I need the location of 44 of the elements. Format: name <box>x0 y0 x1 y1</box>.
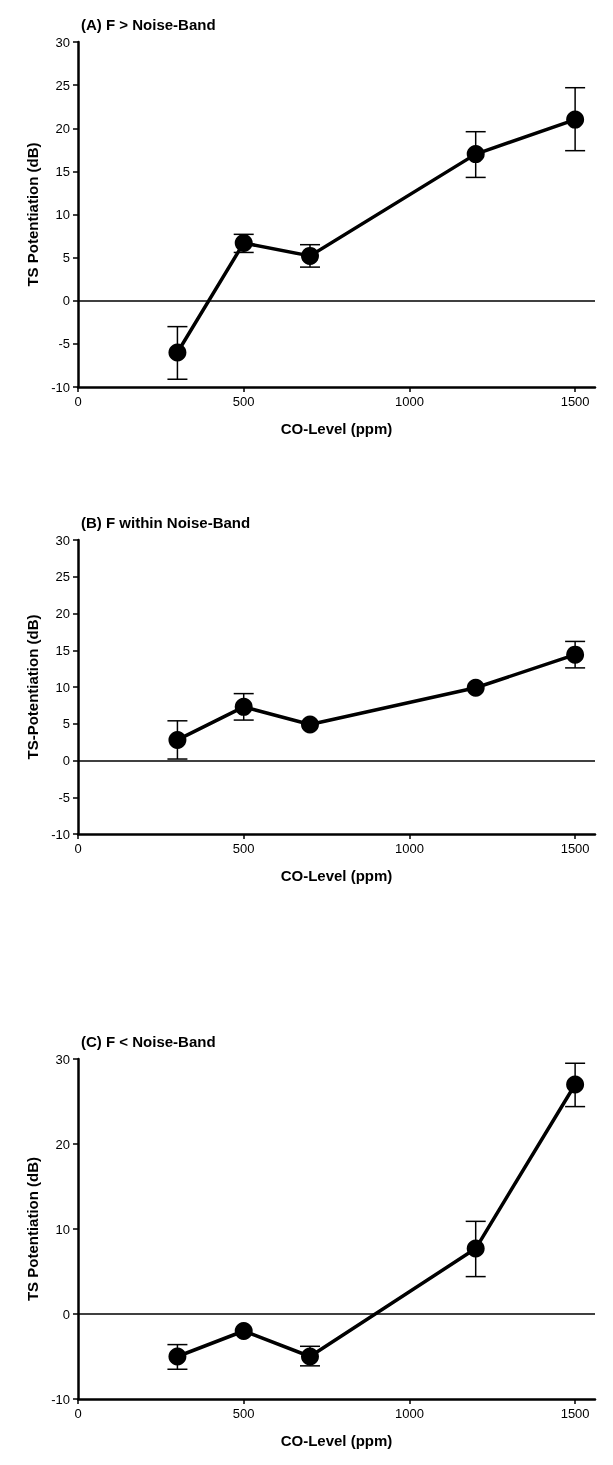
x-tick-label: 1500 <box>560 394 590 409</box>
y-tick-label: 10 <box>55 1221 70 1237</box>
x-tick-label: 0 <box>74 1406 82 1421</box>
y-tick-label: -10 <box>51 1391 70 1407</box>
x-tick-label: 1500 <box>560 1406 590 1421</box>
x-tick-label: 1000 <box>394 841 424 856</box>
x-tick-label: 0 <box>74 841 82 856</box>
y-tick-label: 25 <box>55 569 70 585</box>
y-tick-label: 10 <box>55 207 70 222</box>
y-tick-label: 30 <box>55 34 70 50</box>
y-tick-label: 25 <box>55 77 70 93</box>
x-tick-label: 1000 <box>394 1406 424 1421</box>
x-tick-label: 1500 <box>560 841 590 856</box>
x-tick-label: 500 <box>232 1406 255 1421</box>
y-axis-title: TS Potentiation (dB) <box>24 142 41 287</box>
y-tick-label: -10 <box>51 379 70 395</box>
y-tick-label: -5 <box>58 789 70 805</box>
x-tick-label: 0 <box>74 394 82 409</box>
y-tick-label: 0 <box>62 753 70 768</box>
x-tick-label: 500 <box>232 394 255 409</box>
y-tick-label: 30 <box>55 532 70 548</box>
y-tick-label: 15 <box>55 642 70 658</box>
chart-title: (C) F < Noise-Band <box>81 1033 216 1050</box>
y-tick-label: 20 <box>55 1136 70 1152</box>
y-tick-label: 10 <box>55 679 70 695</box>
y-tick-label: 0 <box>62 293 70 309</box>
x-tick-label: 500 <box>232 841 255 856</box>
y-tick-label: 20 <box>55 606 70 621</box>
x-axis-title: CO-Level (ppm) <box>280 420 393 437</box>
y-tick-label: 5 <box>62 716 70 732</box>
y-tick-label: -10 <box>51 826 70 842</box>
y-axis-title: TS Potentiation (dB) <box>24 1156 41 1302</box>
y-axis-title: TS-Potentiation (dB) <box>24 614 41 760</box>
y-tick-label: -5 <box>58 336 70 352</box>
chart-title: (A) F > Noise-Band <box>81 16 216 33</box>
y-tick-label: 15 <box>55 163 70 179</box>
x-axis-title: CO-Level (ppm) <box>280 867 393 884</box>
x-tick-label: 1000 <box>394 394 424 409</box>
y-tick-label: 20 <box>55 120 70 136</box>
chart-title: (B) F within Noise-Band <box>81 514 251 531</box>
y-tick-label: 30 <box>55 1051 70 1067</box>
y-tick-label: 0 <box>62 1306 70 1322</box>
y-tick-label: 5 <box>62 250 70 266</box>
x-axis-title: CO-Level (ppm) <box>280 1432 393 1449</box>
